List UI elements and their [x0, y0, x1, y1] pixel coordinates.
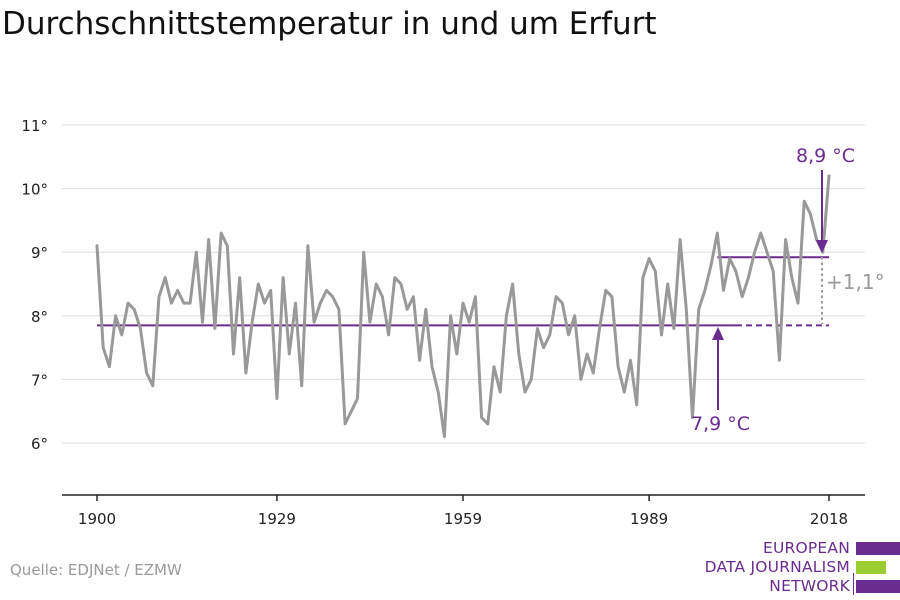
x-tick-label: 1959 — [444, 510, 482, 528]
logo-line-3: NETWORK — [769, 577, 850, 595]
logo-divider — [853, 573, 854, 595]
logo-text: EUROPEAN DATA JOURNALISM NETWORK — [705, 539, 850, 596]
logo-bar-bottom — [856, 580, 900, 593]
delta-label: +1,1° — [826, 270, 885, 294]
chart-title: Durchschnittstemperatur in und um Erfurt — [2, 6, 657, 42]
low-label: 7,9 °C — [691, 413, 750, 435]
temperature-series-line — [95, 174, 831, 439]
y-tick-label: 9° — [31, 244, 48, 262]
high-arrow-head — [816, 240, 828, 253]
edjnet-logo: EUROPEAN DATA JOURNALISM NETWORK — [700, 539, 900, 595]
high-label: 8,9 °C — [796, 145, 855, 167]
x-tick-label: 1929 — [258, 510, 296, 528]
y-axis-labels: 6° 7° 8° 9° 10° 11° — [21, 117, 48, 453]
x-axis-ticks: 1900 1929 1959 1989 2018 — [78, 495, 848, 528]
y-tick-label: 10° — [21, 181, 48, 199]
y-tick-label: 7° — [31, 371, 48, 389]
gridlines — [62, 124, 865, 444]
x-tick-label: 1900 — [78, 510, 116, 528]
annotations: +1,1° 8,9 °C 7,9 °C — [691, 145, 885, 435]
y-tick-label: 6° — [31, 435, 48, 453]
x-tick-label: 1989 — [630, 510, 668, 528]
y-tick-label: 11° — [21, 117, 48, 135]
logo-line-1: EUROPEAN — [762, 539, 850, 557]
low-arrow-head — [712, 327, 724, 340]
logo-bar-middle — [856, 561, 886, 574]
source-note: Quelle: EDJNet / EZMW — [10, 561, 182, 579]
logo-bar-top — [856, 542, 900, 555]
y-tick-label: 8° — [31, 308, 48, 326]
x-tick-label: 2018 — [810, 510, 848, 528]
logo-line-2: DATA JOURNALISM — [704, 558, 850, 576]
